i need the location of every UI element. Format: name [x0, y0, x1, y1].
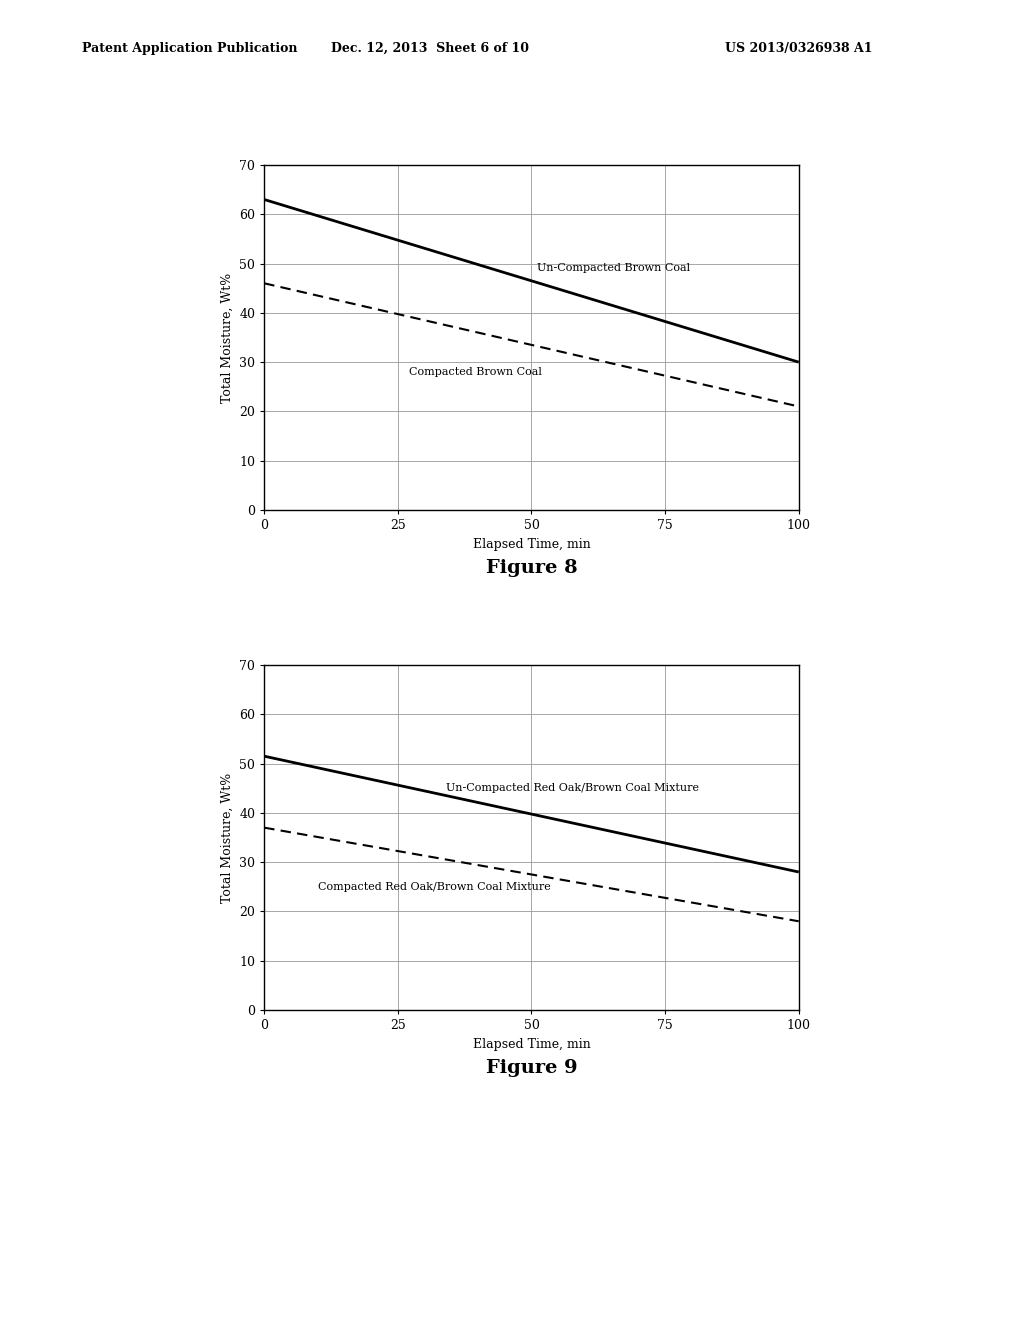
Y-axis label: Total Moisture, Wt%: Total Moisture, Wt% — [220, 772, 233, 903]
X-axis label: Elapsed Time, min: Elapsed Time, min — [473, 537, 590, 550]
Text: Dec. 12, 2013  Sheet 6 of 10: Dec. 12, 2013 Sheet 6 of 10 — [331, 42, 529, 55]
X-axis label: Elapsed Time, min: Elapsed Time, min — [473, 1038, 590, 1051]
Text: Un-Compacted Red Oak/Brown Coal Mixture: Un-Compacted Red Oak/Brown Coal Mixture — [445, 783, 699, 793]
Text: Compacted Brown Coal: Compacted Brown Coal — [409, 367, 542, 378]
Text: Patent Application Publication: Patent Application Publication — [82, 42, 297, 55]
Text: US 2013/0326938 A1: US 2013/0326938 A1 — [725, 42, 872, 55]
Text: Un-Compacted Brown Coal: Un-Compacted Brown Coal — [537, 264, 690, 273]
Text: Figure 8: Figure 8 — [485, 558, 578, 577]
Text: Compacted Red Oak/Brown Coal Mixture: Compacted Red Oak/Brown Coal Mixture — [317, 882, 550, 892]
Y-axis label: Total Moisture, Wt%: Total Moisture, Wt% — [220, 272, 233, 403]
Text: Figure 9: Figure 9 — [485, 1059, 578, 1077]
